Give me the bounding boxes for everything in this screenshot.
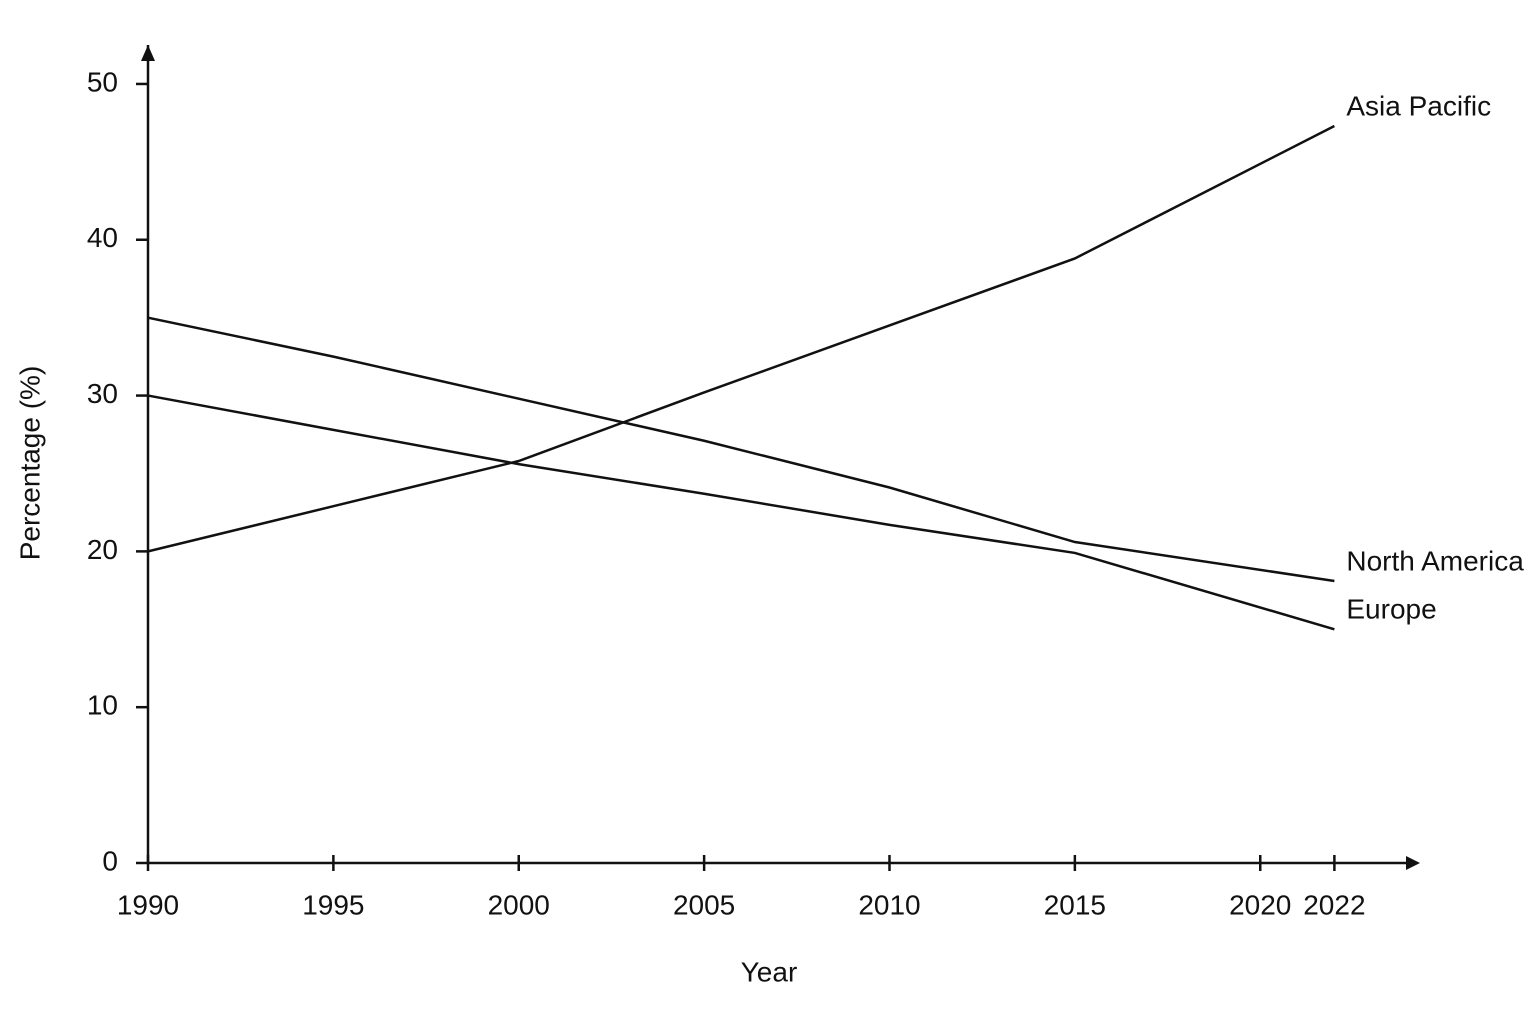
x-tick-label: 1995 — [302, 889, 364, 920]
x-tick-label: 1990 — [117, 889, 179, 920]
y-tick-label: 50 — [87, 66, 118, 97]
x-tick-label: 2010 — [858, 889, 920, 920]
y-axis-arrow — [141, 45, 155, 61]
y-tick-label: 40 — [87, 222, 118, 253]
y-tick-label: 20 — [87, 534, 118, 565]
series-line — [147, 316, 1335, 583]
series-line — [147, 124, 1335, 553]
y-tick-label: 30 — [87, 378, 118, 409]
y-tick-label: 10 — [87, 690, 118, 721]
series-label: Asia Pacific — [1346, 90, 1491, 121]
y-tick-label: 0 — [102, 845, 118, 876]
x-tick-label: 2015 — [1044, 889, 1106, 920]
x-axis-label: Year — [741, 956, 798, 987]
x-tick-label: 2020 — [1229, 889, 1291, 920]
y-axis-label: Percentage (%) — [14, 366, 45, 561]
x-tick-label: 2000 — [488, 889, 550, 920]
series-line — [147, 394, 1335, 631]
x-tick-label: 2022 — [1303, 889, 1365, 920]
series-label: North America — [1346, 545, 1524, 576]
series-label: Europe — [1346, 594, 1436, 625]
x-tick-label: 2005 — [673, 889, 735, 920]
x-axis-arrow — [1406, 856, 1420, 870]
